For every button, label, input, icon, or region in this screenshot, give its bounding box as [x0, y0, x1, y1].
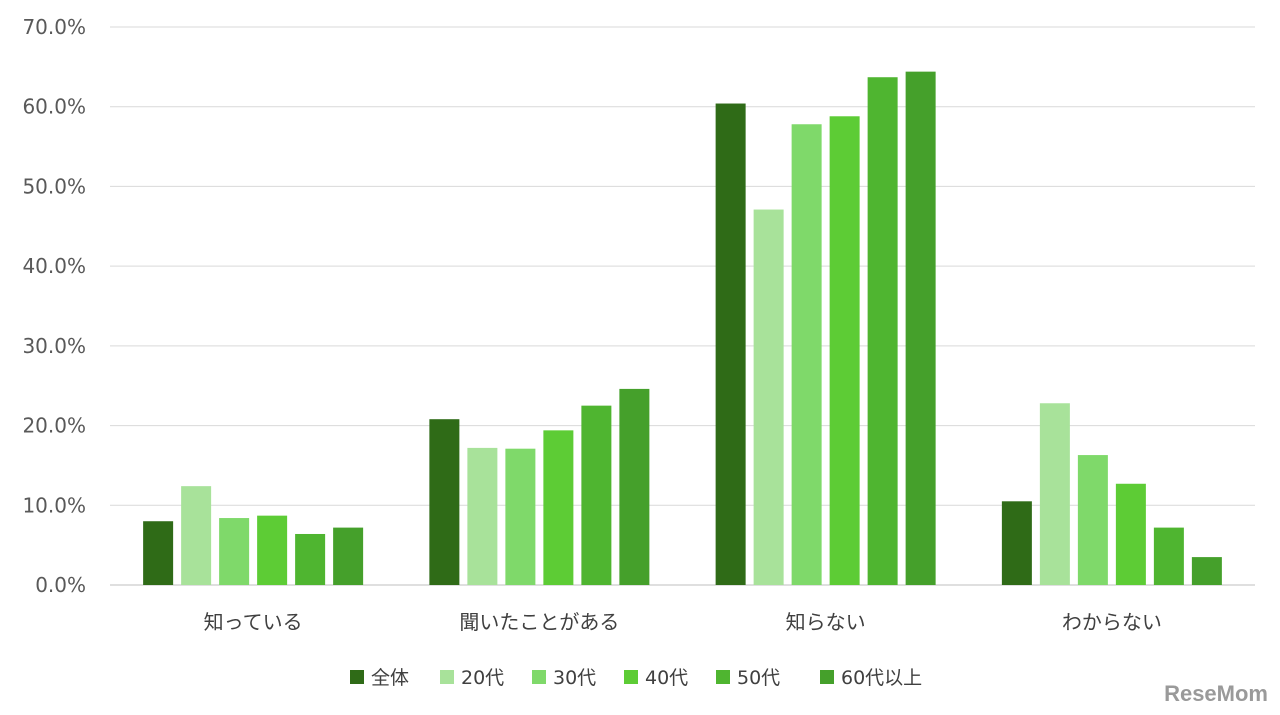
category-label: 知っている: [204, 610, 303, 634]
legend-label: 50代: [737, 667, 780, 689]
bar-2-3: [829, 116, 860, 585]
bar-0-3: [257, 515, 288, 585]
y-tick-label: 70.0%: [22, 15, 86, 39]
bar-0-0: [143, 521, 174, 585]
bar-0-2: [219, 518, 250, 585]
bar-3-5: [1191, 557, 1222, 585]
legend-swatch: [532, 670, 546, 684]
bar-3-2: [1077, 455, 1108, 585]
legend-label: 全体: [371, 667, 409, 689]
bar-2-4: [867, 77, 898, 585]
y-tick-label: 50.0%: [22, 174, 86, 198]
legend-swatch: [820, 670, 834, 684]
legend-label: 40代: [645, 667, 688, 689]
bar-1-5: [619, 388, 650, 585]
category-label: 知らない: [786, 610, 866, 634]
bar-3-3: [1115, 483, 1146, 585]
bar-3-0: [1001, 501, 1032, 585]
bar-2-2: [791, 124, 822, 585]
bar-1-2: [505, 448, 536, 585]
watermark-logo: ReseMom: [1164, 681, 1268, 706]
bar-1-1: [467, 447, 498, 585]
y-tick-label: 10.0%: [22, 493, 86, 517]
legend-label: 20代: [461, 667, 504, 689]
y-tick-label: 40.0%: [22, 254, 86, 278]
bar-0-5: [333, 527, 364, 585]
legend-swatch: [716, 670, 730, 684]
bar-3-1: [1039, 403, 1070, 585]
legend-label: 30代: [553, 667, 596, 689]
bar-0-4: [295, 533, 326, 585]
legend-swatch: [350, 670, 364, 684]
category-label: わからない: [1062, 610, 1162, 634]
bar-0-1: [181, 486, 212, 585]
bar-1-3: [543, 430, 574, 585]
bar-3-4: [1153, 527, 1184, 585]
y-tick-label: 20.0%: [22, 414, 86, 438]
y-tick-label: 60.0%: [22, 95, 86, 119]
legend-label: 60代以上: [841, 667, 922, 689]
y-tick-label: 0.0%: [35, 573, 86, 597]
bar-1-0: [429, 419, 460, 585]
legend-swatch: [624, 670, 638, 684]
legend-swatch: [440, 670, 454, 684]
bar-2-5: [905, 71, 936, 585]
y-tick-label: 30.0%: [22, 334, 86, 358]
category-label: 聞いたことがある: [459, 610, 619, 634]
bar-2-1: [753, 209, 784, 585]
bar-1-4: [581, 405, 612, 585]
bar-2-0: [715, 103, 746, 586]
